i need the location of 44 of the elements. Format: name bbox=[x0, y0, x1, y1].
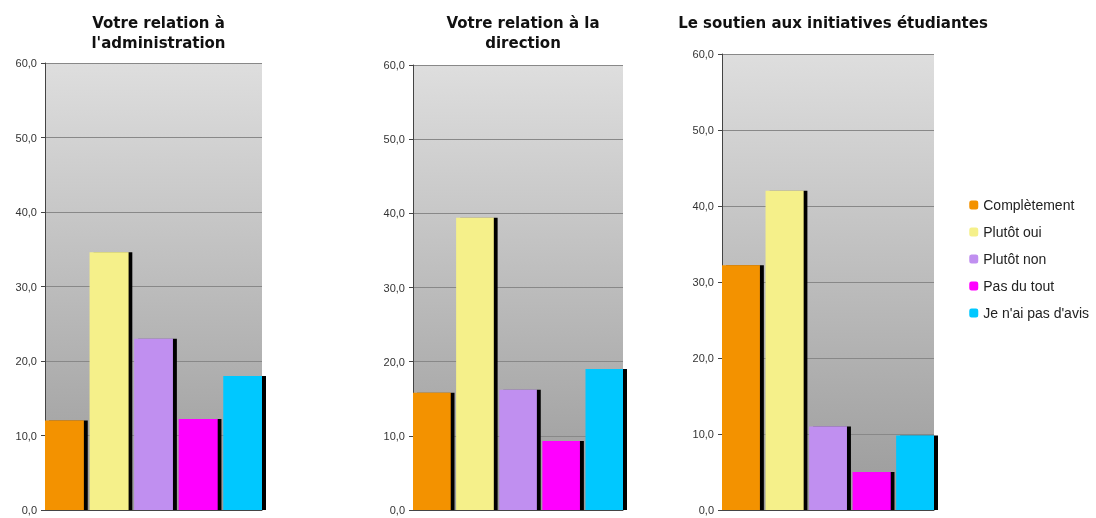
y-tick-label: 0,0 bbox=[389, 504, 405, 516]
bar bbox=[89, 252, 129, 510]
bar bbox=[499, 389, 537, 510]
bar bbox=[809, 426, 847, 510]
y-tick-label: 40,0 bbox=[15, 206, 37, 218]
bar bbox=[223, 375, 262, 510]
y-tick-label: 10,0 bbox=[15, 429, 37, 442]
chart-title: Votre relation à la direction bbox=[446, 14, 600, 52]
legend-label: Je n'ai pas d'avis bbox=[983, 305, 1090, 321]
y-tick-label: 60,0 bbox=[15, 57, 37, 69]
legend-label: Plutôt non bbox=[983, 251, 1047, 267]
y-tick-label: 20,0 bbox=[692, 352, 714, 364]
y-tick-label: 30,0 bbox=[15, 280, 37, 293]
bar bbox=[896, 435, 934, 510]
bar bbox=[585, 369, 623, 510]
chart-title: Votre relation à l'administration bbox=[91, 14, 226, 52]
bar bbox=[134, 338, 173, 510]
y-tick-label: 30,0 bbox=[383, 281, 405, 294]
y-tick-label: 20,0 bbox=[15, 355, 37, 367]
legend-label: Plutôt oui bbox=[983, 224, 1042, 240]
y-tick-label: 50,0 bbox=[15, 131, 37, 144]
y-tick-label: 60,0 bbox=[383, 59, 405, 71]
y-tick-label: 50,0 bbox=[383, 133, 405, 146]
y-tick-label: 30,0 bbox=[692, 276, 714, 288]
y-tick-label: 20,0 bbox=[383, 355, 405, 368]
bar bbox=[765, 190, 804, 510]
legend-label: Pas du tout bbox=[983, 278, 1055, 294]
y-tick-label: 60,0 bbox=[692, 48, 714, 60]
y-tick-label: 40,0 bbox=[692, 200, 714, 212]
legend-label: Complètement bbox=[983, 197, 1075, 213]
bar bbox=[456, 217, 494, 510]
y-tick-label: 0,0 bbox=[698, 504, 714, 516]
y-tick-label: 10,0 bbox=[383, 429, 405, 442]
chart-title: Le soutien aux initiatives étudiantes bbox=[678, 14, 988, 32]
y-tick-label: 10,0 bbox=[692, 428, 714, 440]
y-tick-label: 50,0 bbox=[692, 124, 714, 136]
bar bbox=[45, 420, 84, 510]
bar bbox=[722, 265, 760, 510]
bar bbox=[542, 441, 580, 510]
y-tick-label: 40,0 bbox=[383, 207, 405, 220]
bar bbox=[413, 392, 451, 510]
y-tick-label: 0,0 bbox=[21, 504, 37, 516]
bar bbox=[178, 419, 218, 510]
bar bbox=[852, 472, 891, 510]
